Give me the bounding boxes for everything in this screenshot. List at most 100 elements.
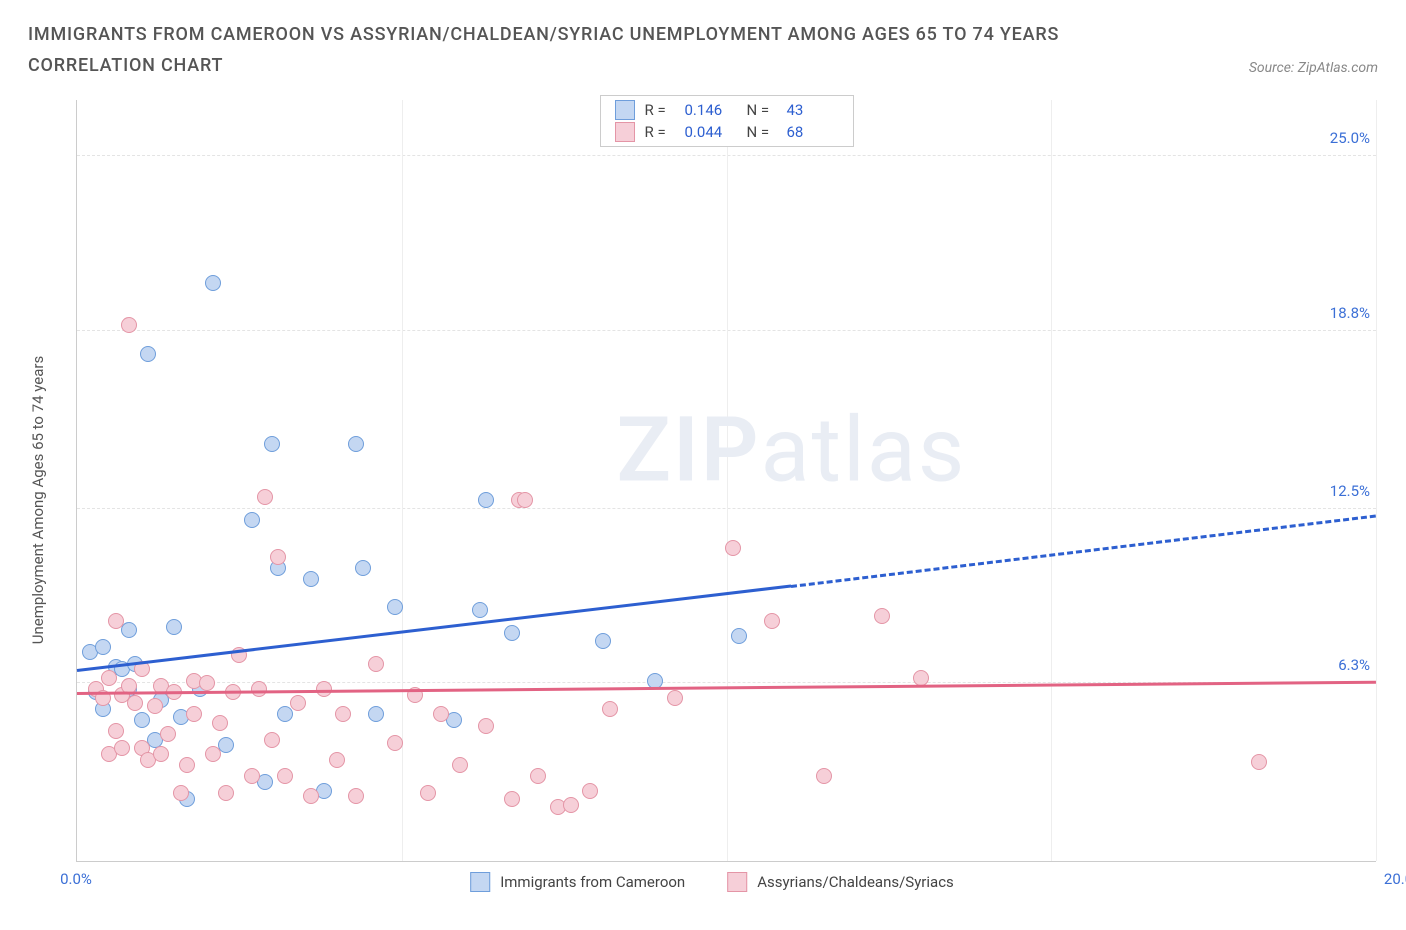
scatter-point-cameroon	[277, 706, 293, 722]
scatter-point-assyrian	[874, 608, 890, 624]
scatter-point-assyrian	[101, 670, 117, 686]
scatter-point-assyrian	[173, 785, 189, 801]
scatter-point-assyrian	[108, 723, 124, 739]
scatter-point-cameroon	[478, 492, 494, 508]
y-tick: 25.0%	[1330, 129, 1370, 147]
scatter-point-assyrian	[433, 706, 449, 722]
scatter-point-cameroon	[355, 560, 371, 576]
scatter-point-assyrian	[277, 768, 293, 784]
scatter-point-assyrian	[251, 681, 267, 697]
scatter-point-assyrian	[244, 768, 260, 784]
scatter-point-cameroon	[472, 602, 488, 618]
plot-area: R = 0.146 N = 43 R = 0.044 N = 68 ZIPatlas 6.3%…	[76, 100, 1376, 862]
scatter-point-assyrian	[582, 783, 598, 799]
legend-r-label: R =	[645, 123, 675, 141]
x-origin-tick: 0.0%	[60, 870, 92, 888]
legend-n-label: N =	[747, 123, 777, 141]
scatter-point-assyrian	[517, 492, 533, 508]
scatter-point-assyrian	[186, 706, 202, 722]
scatter-point-assyrian	[153, 746, 169, 762]
grid-line-v	[1376, 100, 1377, 861]
legend-top-row-cameroon: R = 0.146 N = 43	[615, 100, 839, 120]
scatter-point-assyrian	[764, 613, 780, 629]
legend-swatch-icon	[615, 100, 635, 120]
scatter-point-assyrian	[387, 735, 403, 751]
legend-top: R = 0.146 N = 43 R = 0.044 N = 68	[600, 95, 854, 147]
legend-swatch-icon	[470, 872, 490, 892]
scatter-point-cameroon	[264, 436, 280, 452]
chart-title: IMMIGRANTS FROM CAMEROON VS ASSYRIAN/CHA…	[28, 20, 1178, 81]
source-label: Source: ZipAtlas.com	[1249, 20, 1378, 76]
y-tick: 6.3%	[1338, 656, 1370, 674]
legend-n-value: 43	[787, 101, 839, 119]
scatter-point-assyrian	[913, 670, 929, 686]
legend-top-row-assyrian: R = 0.044 N = 68	[615, 122, 839, 142]
scatter-point-assyrian	[114, 740, 130, 756]
scatter-point-assyrian	[530, 768, 546, 784]
legend-n-value: 68	[787, 123, 839, 141]
grid-line-v	[1051, 100, 1052, 861]
scatter-point-assyrian	[452, 757, 468, 773]
scatter-point-cameroon	[95, 639, 111, 655]
legend-bottom: Immigrants from Cameroon Assyrians/Chalde…	[470, 872, 954, 892]
scatter-point-assyrian	[368, 656, 384, 672]
y-tick: 12.5%	[1330, 482, 1370, 500]
scatter-point-assyrian	[725, 540, 741, 556]
scatter-point-cameroon	[387, 599, 403, 615]
y-tick: 18.8%	[1330, 304, 1370, 322]
scatter-point-assyrian	[667, 690, 683, 706]
scatter-point-assyrian	[478, 718, 494, 734]
legend-bottom-item-cameroon: Immigrants from Cameroon	[470, 872, 685, 892]
legend-series-label: Immigrants from Cameroon	[500, 873, 685, 891]
scatter-point-cameroon	[166, 619, 182, 635]
scatter-point-cameroon	[140, 346, 156, 362]
scatter-point-assyrian	[218, 785, 234, 801]
scatter-point-assyrian	[108, 613, 124, 629]
scatter-point-cameroon	[504, 625, 520, 641]
scatter-point-assyrian	[420, 785, 436, 801]
scatter-point-cameroon	[244, 512, 260, 528]
scatter-point-assyrian	[504, 791, 520, 807]
scatter-point-assyrian	[290, 695, 306, 711]
scatter-point-cameroon	[303, 571, 319, 587]
scatter-point-assyrian	[179, 757, 195, 773]
scatter-point-assyrian	[335, 706, 351, 722]
legend-r-value: 0.044	[685, 123, 737, 141]
watermark-zip: ZIP	[617, 398, 761, 503]
scatter-point-assyrian	[212, 715, 228, 731]
legend-series-label: Assyrians/Chaldeans/Syriacs	[757, 873, 954, 891]
scatter-point-assyrian	[257, 489, 273, 505]
scatter-point-cameroon	[348, 436, 364, 452]
legend-n-label: N =	[747, 101, 777, 119]
scatter-point-assyrian	[1251, 754, 1267, 770]
scatter-point-assyrian	[303, 788, 319, 804]
correlation-scatter-chart: Unemployment Among Ages 65 to 74 years R…	[48, 100, 1376, 900]
trend-line-dash-cameroon	[791, 514, 1376, 587]
scatter-point-assyrian	[127, 695, 143, 711]
legend-r-value: 0.146	[685, 101, 737, 119]
trend-line-cameroon	[77, 585, 792, 673]
scatter-point-cameroon	[368, 706, 384, 722]
scatter-point-assyrian	[602, 701, 618, 717]
scatter-point-cameroon	[731, 628, 747, 644]
scatter-point-assyrian	[147, 698, 163, 714]
scatter-point-cameroon	[134, 712, 150, 728]
scatter-point-assyrian	[121, 317, 137, 333]
legend-swatch-icon	[727, 872, 747, 892]
scatter-point-cameroon	[205, 275, 221, 291]
scatter-point-assyrian	[205, 746, 221, 762]
scatter-point-assyrian	[264, 732, 280, 748]
scatter-point-assyrian	[270, 549, 286, 565]
legend-bottom-item-assyrian: Assyrians/Chaldeans/Syriacs	[727, 872, 954, 892]
scatter-point-cameroon	[595, 633, 611, 649]
watermark-atlas: atlas	[761, 398, 967, 503]
scatter-point-assyrian	[329, 752, 345, 768]
scatter-point-assyrian	[816, 768, 832, 784]
scatter-point-assyrian	[160, 726, 176, 742]
grid-line-v	[727, 100, 728, 861]
watermark: ZIPatlas	[617, 398, 967, 503]
legend-swatch-icon	[615, 122, 635, 142]
scatter-point-assyrian	[199, 675, 215, 691]
legend-r-label: R =	[645, 101, 675, 119]
scatter-point-assyrian	[563, 797, 579, 813]
